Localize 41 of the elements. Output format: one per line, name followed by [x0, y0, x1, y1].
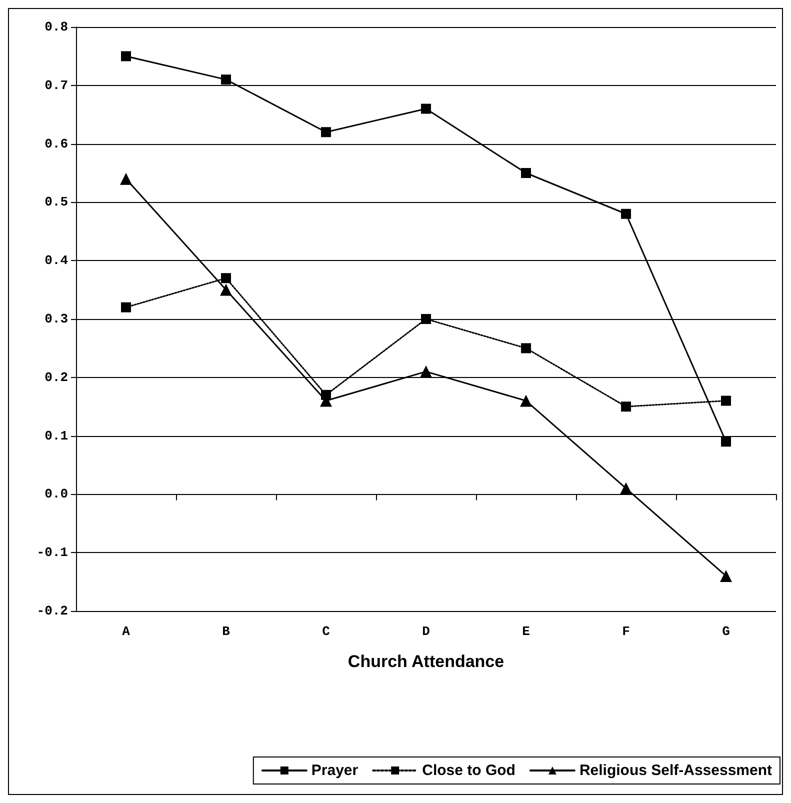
legend-label: Religious Self-Assessment — [579, 762, 772, 779]
y-tick-label: 0.8 — [44, 20, 68, 34]
y-tick-label: -0.2 — [36, 604, 68, 618]
y-tick-label: 0.4 — [44, 253, 68, 268]
x-tick-label: C — [322, 624, 330, 639]
x-tick-label: F — [622, 624, 630, 639]
y-tick-label: 0.5 — [44, 194, 68, 210]
point — [121, 51, 131, 62]
point — [720, 570, 732, 582]
y-tick-label: 0.6 — [44, 136, 68, 152]
point — [420, 366, 432, 378]
y-tick-label: 0.3 — [44, 312, 68, 326]
point — [120, 172, 132, 185]
point — [321, 127, 331, 138]
point — [621, 402, 631, 412]
legend-label: Prayer — [311, 762, 358, 779]
point — [620, 482, 632, 494]
x-tick-label: A — [122, 624, 130, 639]
x-tick-label: G — [722, 624, 730, 639]
point — [121, 302, 131, 312]
point — [521, 343, 531, 354]
x-tick-label: B — [222, 624, 230, 639]
x-tick-label: D — [422, 624, 430, 639]
point — [220, 284, 232, 296]
y-tick-label: 0.1 — [44, 428, 68, 444]
point — [721, 436, 731, 447]
point — [421, 314, 431, 324]
y-tick-label: 0.2 — [44, 370, 68, 385]
point — [221, 273, 231, 284]
y-tick-label: 0.0 — [44, 486, 68, 502]
point — [520, 394, 532, 407]
point — [521, 168, 531, 178]
point — [221, 74, 231, 85]
legend-label: Close to God — [422, 762, 516, 779]
y-tick-label: 0.7 — [44, 78, 68, 93]
point — [721, 396, 731, 406]
point — [621, 208, 631, 219]
point — [421, 104, 431, 114]
x-tick-label: E — [522, 624, 530, 639]
x-axis-title: Church Attendance — [348, 652, 504, 671]
y-tick-label: -0.1 — [36, 545, 68, 560]
